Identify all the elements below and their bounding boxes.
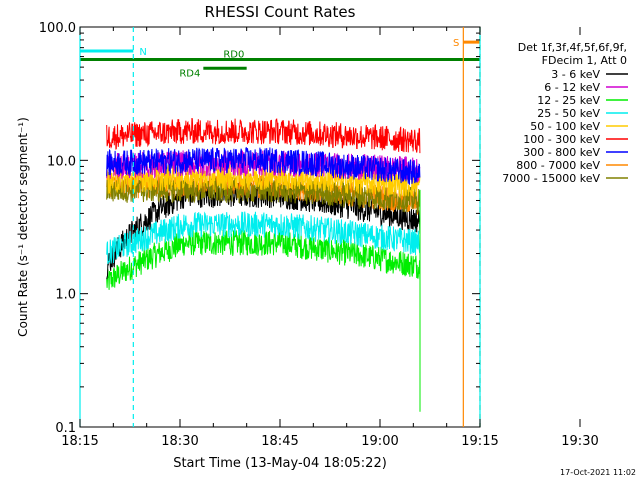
legend-label: 100 - 300 keV	[523, 133, 600, 146]
flag-label: RD0	[223, 50, 244, 61]
x-tick-label: 19:15	[461, 434, 498, 449]
x-tick-label: 18:30	[161, 434, 198, 449]
x-tick-label: 19:30	[561, 434, 598, 449]
legend-header-line-2: FDecim 1, Att 0	[542, 54, 627, 67]
flag-label: N	[139, 47, 146, 58]
flag-label: S	[453, 38, 459, 49]
series-line	[106, 146, 421, 185]
x-tick-label: 19:00	[361, 434, 398, 449]
marker-layer	[79, 27, 481, 427]
legend-label: 3 - 6 keV	[551, 68, 600, 81]
legend-label: 50 - 100 keV	[530, 120, 600, 133]
y-axis-label: Count Rate (s⁻¹ detector segment⁻¹)	[16, 117, 30, 337]
y-tick-label: 0.1	[55, 421, 76, 436]
flag-layer: N S RD0 RD4	[80, 38, 480, 79]
legend-label: 12 - 25 keV	[537, 94, 600, 107]
legend-label: 300 - 800 keV	[523, 146, 600, 159]
legend: Det 1f,3f,4f,5f,6f,9f, FDecim 1, Att 0 3…	[502, 41, 628, 185]
y-tick-label: 1.0	[55, 288, 76, 303]
legend-label: 25 - 50 keV	[537, 107, 600, 120]
x-tick-label: 18:45	[261, 434, 298, 449]
legend-label: 6 - 12 keV	[544, 81, 600, 94]
x-axis-label: Start Time (13-May-04 18:05:22)	[173, 456, 387, 471]
legend-header-line-1: Det 1f,3f,4f,5f,6f,9f,	[518, 41, 627, 54]
chart-title: RHESSI Count Rates	[205, 3, 356, 21]
series-line	[106, 230, 421, 290]
y-tick-label: 10.0	[47, 154, 76, 169]
series-line	[106, 117, 421, 154]
series-line	[106, 211, 421, 265]
series-layer	[106, 117, 421, 412]
flag-label: RD4	[179, 68, 200, 79]
date-stamp: 17-Oct-2021 11:02	[560, 468, 636, 477]
x-tick-label: 18:15	[61, 434, 98, 449]
y-tick-label: 100.0	[39, 21, 76, 36]
axis-layer: 18:1518:3018:4519:0019:1519:3019:450.11.…	[39, 21, 599, 449]
legend-label: 7000 - 15000 keV	[502, 172, 600, 185]
legend-label: 800 - 7000 keV	[516, 159, 600, 172]
